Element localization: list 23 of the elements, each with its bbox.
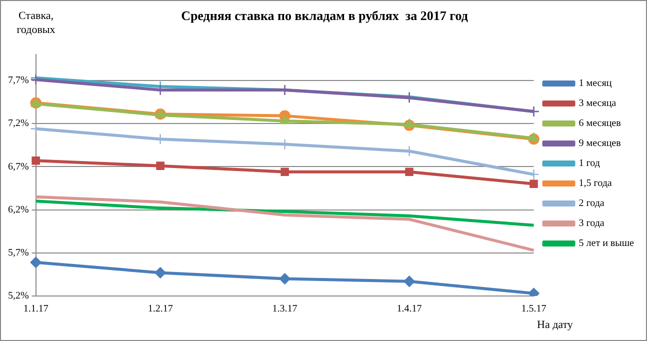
y-tick-label: 6,2% [8,204,29,216]
y-tick-label: 5,2% [8,290,29,302]
legend-label: 6 месяцев [578,118,622,130]
y-tick-label: 6,7% [8,161,29,172]
y-tick-label: 7,2% [8,118,29,130]
legend-label: 1 год [578,158,600,170]
legend-label: 5 лет и выше [578,238,635,250]
legend-label: 1 месяц [578,78,612,90]
y-axis-title: Ставка, годовых [16,9,56,37]
legend-label: 9 месяцев [578,138,622,150]
x-axis-title: На дату [537,319,573,331]
x-tick-label: 1.1.17 [23,304,48,315]
legend-label: 2 года [578,198,605,210]
y-tick-label: 7,7% [8,75,29,86]
y-tick-label: 5,7% [8,248,29,259]
chart-title: Средняя ставка по вкладам в рублях за 2017 год [181,8,468,24]
legend-label: 1,5 года [578,178,612,190]
legend-label: 3 месяца [578,98,617,110]
x-tick-label: 1.4.17 [396,304,422,315]
x-tick-label: 1.2.17 [148,304,173,315]
x-tick-label: 1.5.17 [521,304,546,315]
legend-label: 3 года [578,218,605,230]
x-tick-label: 1.3.17 [272,304,298,315]
